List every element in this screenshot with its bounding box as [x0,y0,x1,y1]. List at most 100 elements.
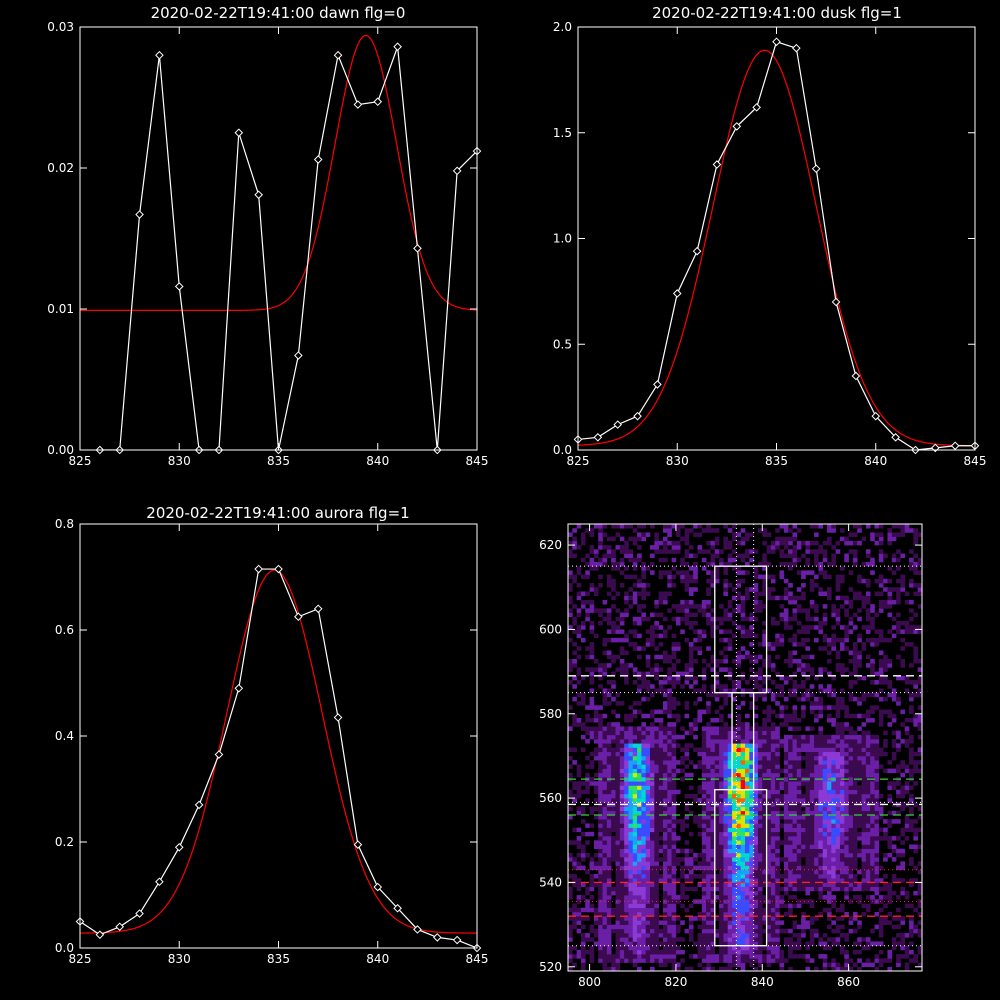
panel4-heat-cell [848,570,854,575]
panel4-heat-cell [727,827,733,833]
panel4-heat-cell [766,713,772,719]
panel4-heat-cell [809,785,815,790]
panel4-heat-cell [662,937,668,942]
panel4-heat-cell [809,705,815,710]
panel4-heat-cell [818,734,824,740]
panel4-heat-cell [852,561,858,567]
panel3-data-point [294,612,303,622]
panel4-heat-cell [615,857,621,862]
panel4-heat-cell [857,595,862,601]
panel4-heat-cell [792,954,798,959]
panel4-heat-cell [680,760,685,765]
panel4-heat-cell [727,785,733,790]
panel4-heat-cell [749,760,754,765]
panel4-heat-cell [628,941,634,946]
panel4-heat-cell [645,798,651,803]
panel4-heat-cell [827,852,832,858]
panel4-heat-cell [693,658,698,664]
panel4-heat-cell [624,848,629,854]
panel4-heat-cell [602,616,608,622]
panel4-heat-cell [775,928,780,934]
panel4-heat-cell [809,764,815,769]
panel4-heat-cell [835,928,841,934]
panel4-heat-cell [667,920,672,925]
panel4-heat-cell [801,684,806,689]
panel4-heat-cell [753,671,759,677]
panel4-heat-cell [749,819,754,824]
panel4-heat-cell [874,886,880,892]
panel4-heat-cell [745,890,750,896]
panel4-heat-cell [641,949,647,955]
panel4-heat-cell [637,755,642,761]
panel4-heat-cell [835,734,841,740]
panel4-heat-cell [723,570,729,575]
panel4-heat-cell [818,954,824,959]
panel4-heat-cell [878,836,884,841]
panel4-heat-cell [757,949,763,955]
panel4-heat-cell [844,933,849,938]
panel3-data-point [174,842,184,852]
panel4-heat-cell [719,764,724,769]
panel2-data-point [593,433,603,442]
panel4-heat-cell [844,831,849,837]
panel4-heat-cell [857,798,862,803]
panel4-heat-cell [805,966,811,972]
panel4-heat-cell [801,878,806,883]
panel4-heat-cell [831,878,836,883]
panel4-heat-cell [701,844,707,850]
panel4-heat-cell [706,962,711,968]
panel4-heat-cell [611,561,616,567]
panel4-heat-cell [719,739,724,744]
panel4-heat-cell [831,545,836,550]
panel4-heat-cell [684,823,690,828]
panel4-heat-cell [844,882,849,887]
panel4-heat-cell [766,890,772,896]
panel4-heat-cell [675,658,681,664]
panel4-heat-cell [719,785,724,790]
panel4-heat-cell [753,574,759,580]
panel4-heat-cell [637,616,642,622]
panel4-heat-cell [788,616,793,622]
panel4-heat-cell [650,764,655,769]
panel4-heat-cell [779,524,785,529]
panel4-heat-cell [796,629,802,634]
panel4-heat-cell [654,933,659,938]
panel4-heat-cell [745,802,750,807]
panel4-heat-cell [753,903,759,909]
panel4-heat-cell [770,798,776,803]
panel4-heat-cell [667,743,672,748]
panel4-heat-cell [865,772,871,778]
panel4-heat-cell [719,549,724,554]
panel4-heat-cell [701,903,707,909]
panel4-heat-cell [719,819,724,824]
panel4-heat-cell [770,785,776,790]
panel4-heat-cell [827,945,832,951]
panel4-heat-cell [783,755,789,761]
panel4-heat-cell [749,941,754,946]
panel4-heat-cell [852,962,858,968]
panel4-heat-cell [580,819,586,824]
panel4-heat-cell [870,536,875,542]
panel4-heat-cell [658,806,664,812]
panel4-heat-cell [835,713,841,719]
panel4-heat-cell [775,924,780,930]
panel4-heat-cell [770,945,776,951]
panel4-heat-cell [697,865,703,871]
panel4-heat-cell [736,886,741,892]
panel4-heat-cell [589,688,595,693]
panel4-heat-cell [671,642,677,647]
panel4-heat-cell [762,785,767,790]
panel4-heat-cell [580,857,586,862]
panel4-heat-cell [861,785,867,790]
panel1-data-point [294,351,303,360]
panel4-heat-cell [671,878,677,883]
panel4-heat-cell [611,827,616,833]
panel2-data-point [692,246,702,256]
panel4-heat-cell [831,604,836,609]
panel4-heat-cell [576,861,582,866]
panel4-heat-cell [848,920,854,925]
panel4-heat-cell [654,625,659,630]
panel4-heat-cell [745,928,750,934]
panel4-heat-cell [667,675,672,681]
panel4-heat-cell [598,717,603,723]
